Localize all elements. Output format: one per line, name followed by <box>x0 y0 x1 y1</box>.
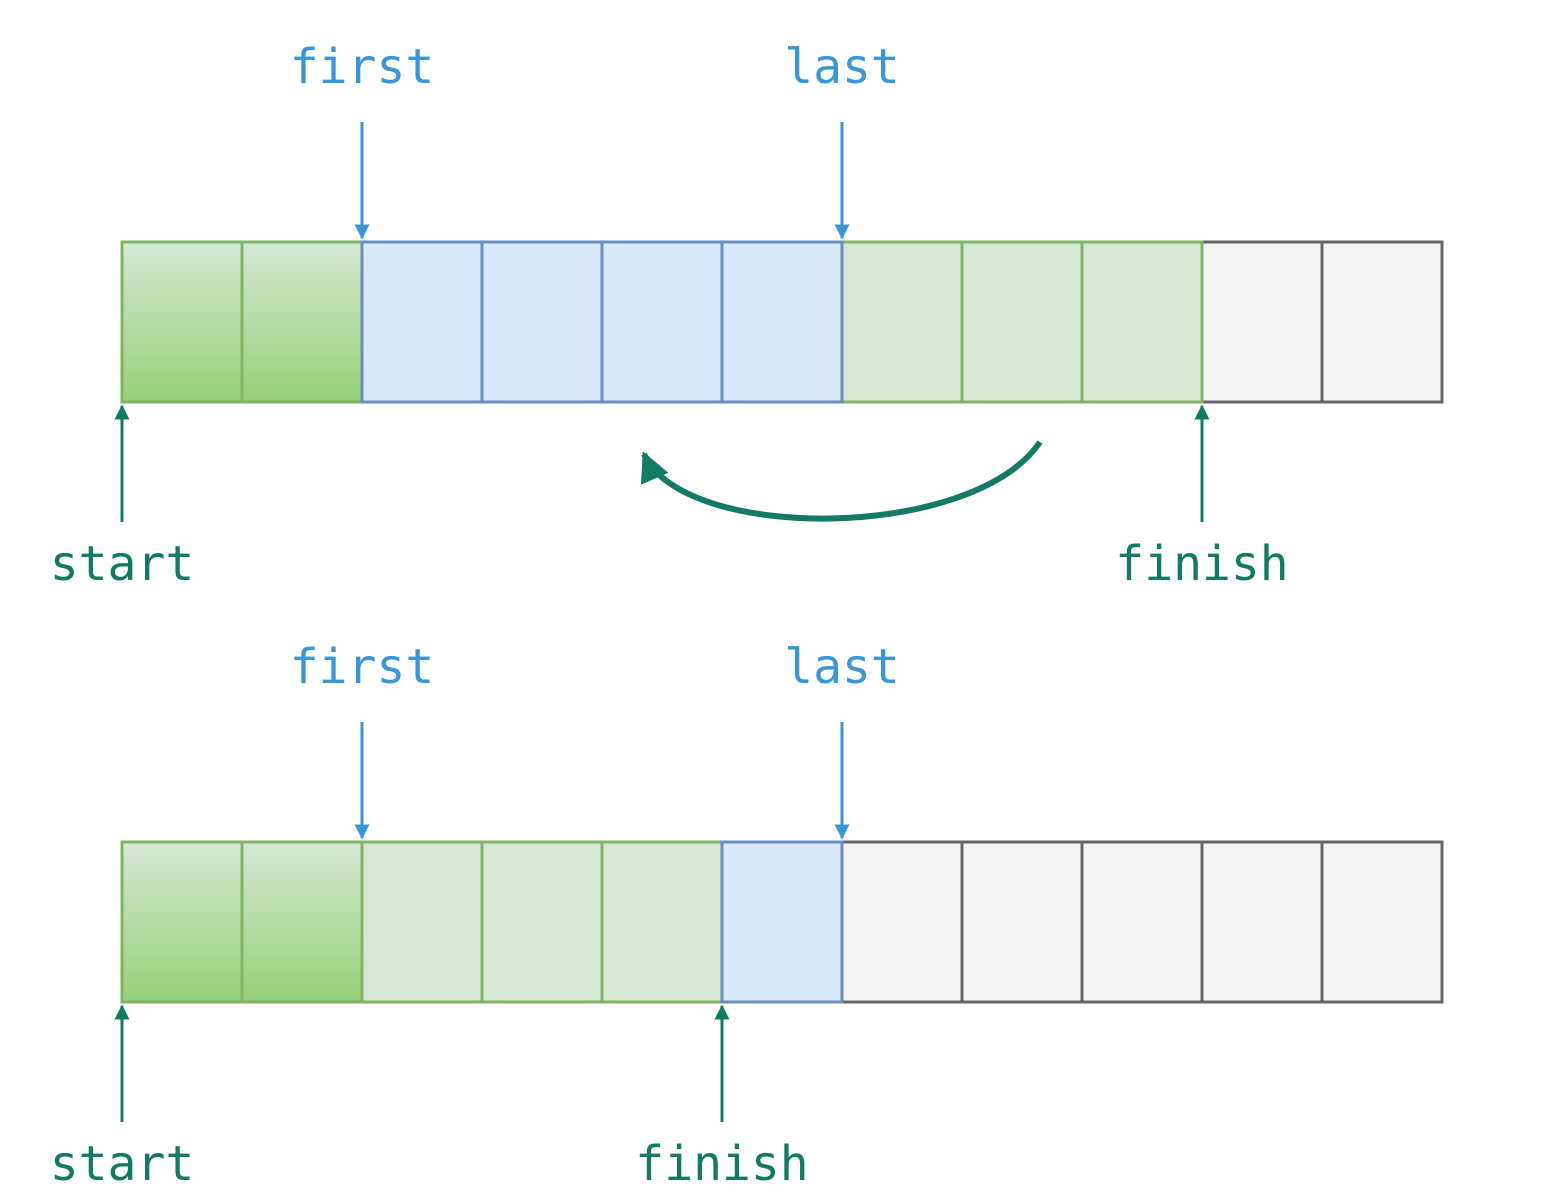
pointer-first: first <box>290 39 435 240</box>
pointer-label-first: first <box>290 39 435 95</box>
pointer-label-first: first <box>290 639 435 695</box>
array-cell-green <box>840 240 964 404</box>
pointer-start: start <box>50 1004 195 1192</box>
array-before: first last start finish <box>50 39 1444 592</box>
array-cell-gradient <box>120 240 244 404</box>
array-cell-green <box>360 840 484 1004</box>
array-cell-gray <box>960 840 1084 1004</box>
curved-left-arrow-icon <box>641 440 1043 522</box>
pointer-last: last <box>784 39 900 240</box>
pointer-finish: finish <box>635 1004 809 1192</box>
array-cell-green <box>960 240 1084 404</box>
pointer-first: first <box>290 639 435 840</box>
pointer-label-last: last <box>784 39 900 95</box>
array-cell-gray <box>1080 840 1204 1004</box>
array-cell-gradient <box>240 240 364 404</box>
pointer-last: last <box>784 639 900 840</box>
array-cell-gray <box>1200 240 1324 404</box>
pointer-finish: finish <box>1115 404 1289 592</box>
pointer-label-last: last <box>784 639 900 695</box>
array-cells <box>120 840 1444 1004</box>
array-cell-blue <box>480 240 604 404</box>
array-cell-green <box>1080 240 1204 404</box>
pointer-start: start <box>50 404 195 592</box>
array-cell-gray <box>1320 840 1444 1004</box>
array-cell-blue <box>600 240 724 404</box>
array-cell-gradient <box>120 840 244 1004</box>
array-cell-green <box>600 840 724 1004</box>
array-cell-blue <box>720 240 844 404</box>
array-cell-gray <box>1200 840 1324 1004</box>
array-cell-blue <box>720 840 844 1004</box>
pointer-label-start: start <box>50 1136 195 1192</box>
pointer-label-finish: finish <box>1115 536 1288 592</box>
array-cell-gray <box>840 840 964 1004</box>
array-cell-green <box>480 840 604 1004</box>
pointer-label-finish: finish <box>635 1136 808 1192</box>
array-cell-gray <box>1320 240 1444 404</box>
array-cells <box>120 240 1444 404</box>
pointer-label-start: start <box>50 536 195 592</box>
array-after: first last start finish <box>50 639 1444 1192</box>
array-cell-blue <box>360 240 484 404</box>
array-cell-gradient <box>240 840 364 1004</box>
